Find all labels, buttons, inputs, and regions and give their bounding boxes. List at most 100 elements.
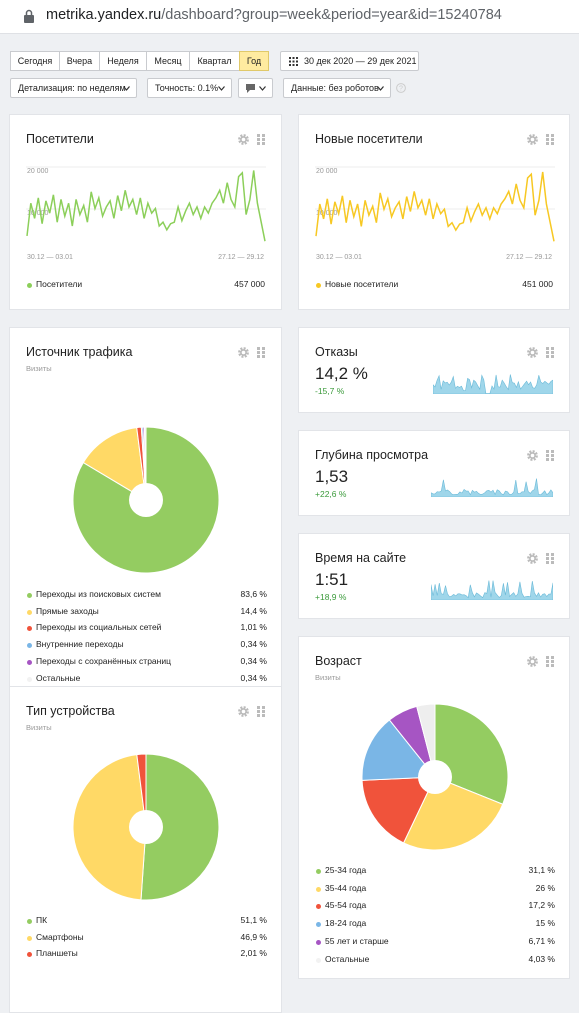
legend-item[interactable]: 18-24 года 15 % — [315, 917, 555, 932]
address-bar[interactable]: metrika.yandex.ru/dashboard?group=week&p… — [0, 0, 579, 34]
legend-value: 83,6 % — [240, 589, 267, 599]
pie-slice[interactable] — [434, 703, 509, 805]
time-sparkline — [431, 580, 553, 600]
legend-dot — [27, 676, 32, 682]
x-tick-right: 27.12 — 29.12 — [218, 254, 264, 261]
legend-value: 15 % — [535, 918, 555, 929]
legend-item[interactable]: 55 лет и старше 6,71 % — [315, 935, 555, 950]
new-visitors-line-chart — [315, 166, 555, 242]
legend-label: 55 лет и старше — [325, 935, 389, 946]
pie-slice[interactable] — [143, 426, 147, 501]
device-type-pie-chart — [72, 753, 220, 901]
accuracy-select[interactable]: Точность: 0.1% — [147, 78, 232, 98]
widget-subtitle: Визиты — [315, 673, 341, 682]
data-filter-select[interactable]: Данные: без роботов — [283, 78, 391, 98]
legend-dot — [316, 869, 321, 874]
legend-value: 26 % — [535, 882, 555, 893]
metric-value: 14,2 % — [315, 364, 368, 383]
sparkline-area — [431, 580, 553, 600]
chevron-down-icon — [218, 86, 225, 91]
pie-slice[interactable] — [361, 719, 437, 781]
pie-center-hole — [129, 483, 163, 517]
bounce-rate-widget: Отказы 14,2 % -15,7 % — [298, 327, 570, 413]
gear-icon[interactable] — [237, 705, 250, 718]
url-text[interactable]: metrika.yandex.ru/dashboard?group=week&p… — [46, 7, 502, 23]
legend-item[interactable]: Остальные 4,03 % — [315, 953, 555, 968]
period-button[interactable]: Месяц — [146, 51, 190, 71]
legend-label: 35-44 года — [325, 882, 367, 893]
legend-item[interactable]: Внутренние переходы 0,34 % — [26, 638, 267, 653]
legend-dot — [27, 643, 32, 649]
legend-item[interactable]: Смартфоны 46,9 % — [26, 931, 267, 946]
drag-handle-icon[interactable] — [256, 346, 266, 359]
visitors-line-chart — [26, 166, 266, 242]
comments-select[interactable] — [238, 78, 273, 98]
legend-item[interactable]: Новые посетители 451 000 — [315, 278, 553, 293]
gear-icon[interactable] — [526, 655, 539, 668]
period-button[interactable]: Вчера — [59, 51, 100, 71]
gear-icon[interactable] — [237, 133, 250, 146]
chevron-down-icon — [259, 86, 266, 91]
period-button[interactable]: Сегодня — [10, 51, 60, 71]
gear-icon[interactable] — [526, 346, 539, 359]
pie-slice[interactable] — [136, 753, 147, 828]
legend-item[interactable]: Переходы из социальных сетей 1,01 % — [26, 621, 267, 636]
date-range-button[interactable]: 30 дек 2020 — 29 дек 2021 — [280, 51, 419, 71]
drag-handle-icon[interactable] — [256, 133, 266, 146]
widget-title: Возраст — [315, 654, 362, 668]
traffic-source-legend: Переходы из поисковых систем 83,6 % Прямые… — [10, 588, 283, 688]
gear-icon[interactable] — [237, 346, 250, 359]
gear-icon[interactable] — [526, 552, 539, 565]
chevron-down-icon — [123, 86, 130, 91]
metric-delta: +22,6 % — [315, 489, 347, 499]
period-button[interactable]: Неделя — [99, 51, 147, 71]
legend-dot — [316, 922, 321, 928]
drag-handle-icon[interactable] — [256, 705, 266, 718]
legend-item[interactable]: ПК 51,1 % — [26, 914, 267, 929]
legend-item[interactable]: 25-34 года 31,1 % — [315, 864, 555, 879]
pie-slice[interactable] — [402, 776, 504, 851]
drag-handle-icon[interactable] — [545, 552, 555, 565]
x-tick-right: 27.12 — 29.12 — [506, 254, 552, 261]
legend-value: 46,9 % — [240, 931, 267, 942]
gear-icon[interactable] — [526, 133, 539, 146]
detail-select[interactable]: Детализация: по неделям — [10, 78, 137, 98]
pie-slice[interactable] — [416, 703, 436, 778]
drag-handle-icon[interactable] — [545, 346, 555, 359]
age-pie-chart — [361, 703, 509, 851]
legend-value: 51,1 % — [240, 915, 267, 925]
legend-label: Прямые заходы — [36, 605, 99, 616]
legend-item[interactable]: Переходы с сохранённых страниц 0,34 % — [26, 655, 267, 670]
drag-handle-icon[interactable] — [545, 449, 555, 462]
drag-handle-icon[interactable] — [545, 133, 555, 146]
pie-slice[interactable] — [82, 427, 147, 501]
pie-slice[interactable] — [140, 753, 220, 901]
y-tick: 10 000 — [27, 210, 49, 217]
legend-item[interactable]: Остальные 0,34 % — [26, 672, 267, 687]
series-line[interactable] — [26, 170, 266, 242]
series-line[interactable] — [315, 171, 555, 242]
legend-item[interactable]: 35-44 года 26 % — [315, 882, 555, 897]
url-host: metrika.yandex.ru — [46, 7, 162, 23]
legend-item[interactable]: Планшеты 2,01 % — [26, 947, 267, 962]
legend-item[interactable]: Прямые заходы 14,4 % — [26, 605, 267, 620]
legend-item[interactable]: Посетители 457 000 — [26, 278, 265, 293]
drag-handle-icon[interactable] — [545, 655, 555, 668]
legend-dot — [27, 626, 32, 632]
help-icon[interactable]: ? — [396, 83, 406, 93]
legend-dot — [27, 593, 32, 598]
legend-value: 451 000 — [522, 279, 553, 289]
widget-title: Источник трафика — [26, 345, 133, 359]
legend-item[interactable]: Переходы из поисковых систем 83,6 % — [26, 588, 267, 603]
time-on-site-widget: Время на сайте 1:51 +18,9 % — [298, 533, 570, 619]
pie-slice[interactable] — [361, 776, 436, 844]
pie-slice[interactable] — [72, 754, 147, 901]
period-button[interactable]: Год — [239, 51, 269, 71]
legend-dot — [27, 935, 32, 941]
legend-value: 6,71 % — [528, 935, 555, 946]
legend-value: 0,34 % — [240, 672, 267, 683]
legend-item[interactable]: 45-54 года 17,2 % — [315, 899, 555, 914]
period-button[interactable]: Квартал — [189, 51, 240, 71]
gear-icon[interactable] — [526, 449, 539, 462]
widget-title: Новые посетители — [315, 132, 423, 146]
